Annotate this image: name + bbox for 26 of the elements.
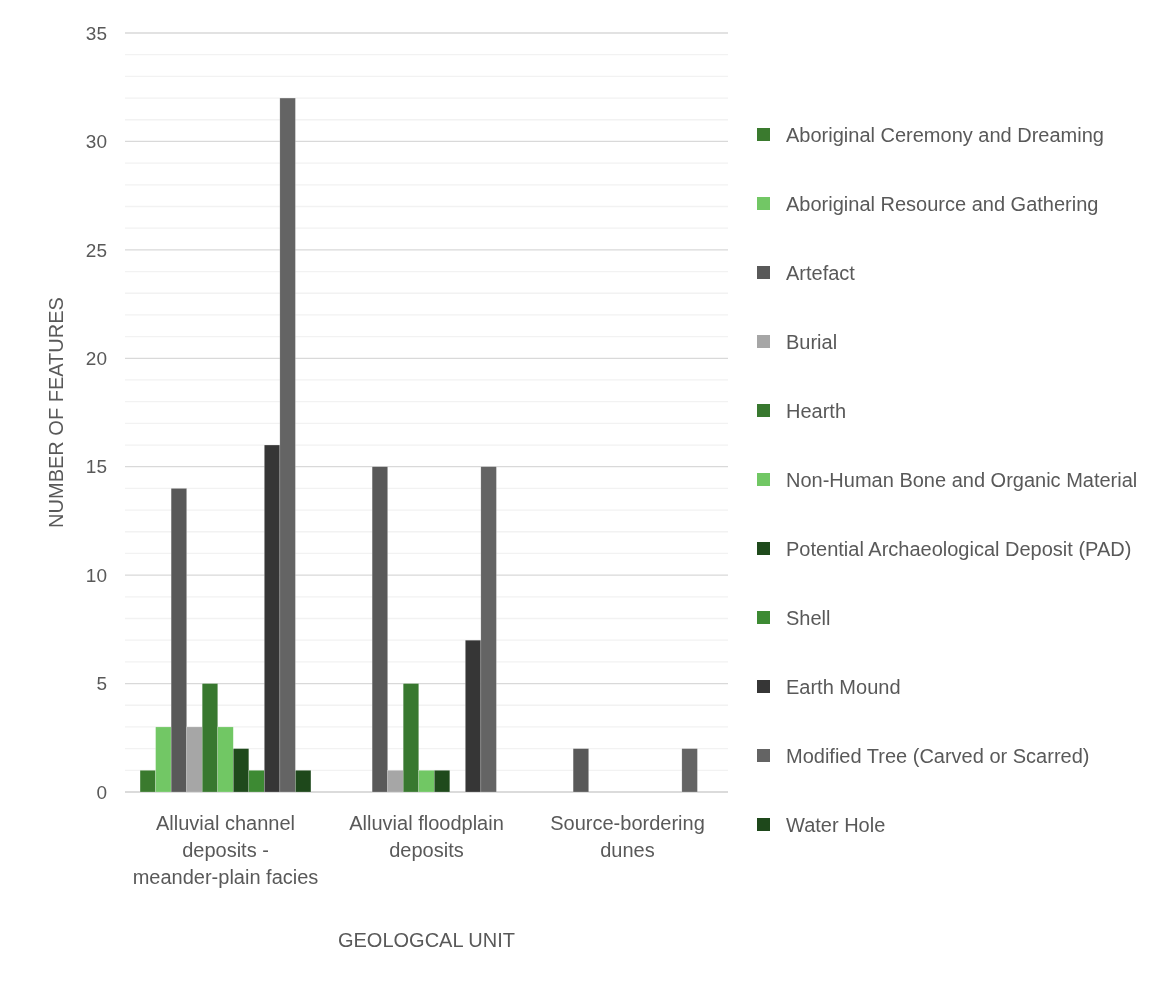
- legend-label: Potential Archaeological Deposit (PAD): [786, 538, 1132, 560]
- x-tick-label: Alluvial channel deposits - meander-plain facies: [132, 812, 319, 888]
- y-tick-label: 10: [85, 564, 107, 586]
- legend-label: Shell: [786, 607, 831, 629]
- y-tick-label: 20: [85, 347, 107, 369]
- legend-label: Water Hole: [786, 814, 886, 836]
- bar: [572, 748, 589, 793]
- bar: [681, 748, 698, 793]
- y-tick-label: 25: [85, 239, 107, 261]
- y-axis-title: NUMBER OF FEATURES: [45, 297, 67, 528]
- x-tick-label: Alluvial floodplain deposits: [349, 812, 504, 861]
- y-tick-label: 5: [96, 673, 107, 695]
- x-tick-label: Source-bordering dunes: [550, 812, 705, 861]
- y-tick-label: 15: [85, 456, 107, 478]
- legend-label: Aboriginal Resource and Gathering: [786, 193, 1099, 215]
- y-tick-label: 35: [85, 22, 107, 44]
- legend-label: Modified Tree (Carved or Scarred): [786, 745, 1090, 767]
- y-tick-label: 0: [96, 781, 107, 803]
- legend-label: Aboriginal Ceremony and Dreaming: [786, 124, 1104, 146]
- y-tick-label: 30: [85, 131, 107, 153]
- legend-label: Earth Mound: [786, 676, 901, 698]
- legend-label: Hearth: [786, 400, 847, 422]
- legend-label: Artefact: [786, 262, 856, 284]
- x-axis-title: GEOLOGCAL UNIT: [337, 929, 516, 951]
- legend-label: Burial: [786, 331, 838, 353]
- legend-label: Non-Human Bone and Organic Material: [786, 469, 1138, 491]
